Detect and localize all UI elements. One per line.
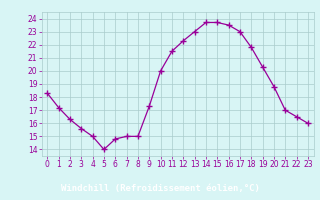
- Text: Windchill (Refroidissement éolien,°C): Windchill (Refroidissement éolien,°C): [60, 184, 260, 193]
